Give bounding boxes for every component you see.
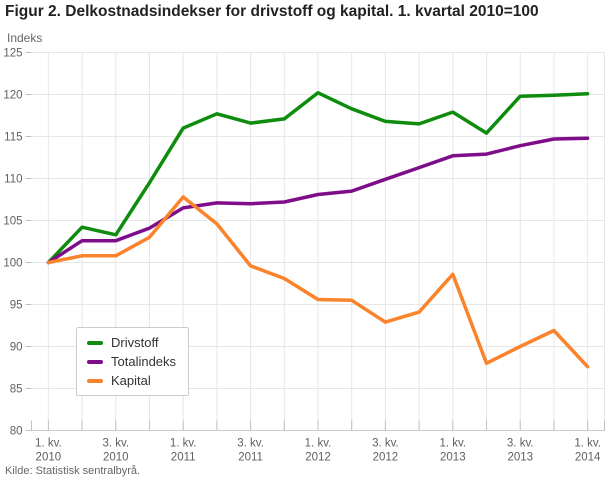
y-axis-title: Indeks	[7, 31, 43, 45]
x-tick-label-year: 2010	[103, 452, 129, 464]
x-tick-label-year: 2013	[440, 452, 466, 464]
legend-label: Drivstoff	[111, 335, 159, 350]
x-tick-label-year: 2011	[171, 452, 196, 464]
x-tick-label-year: 2011	[238, 452, 263, 464]
legend-item-drivstoff[interactable]: Drivstoff	[87, 335, 176, 350]
legend-item-totalindeks[interactable]: Totalindeks	[87, 354, 176, 369]
x-tick-label-quarter: 1. kv.	[574, 438, 601, 450]
x-tick-label-year: 2010	[36, 452, 62, 464]
x-tick-label-year: 2014	[575, 452, 601, 464]
y-tick-label: 115	[4, 132, 22, 144]
legend-label: Totalindeks	[111, 354, 177, 369]
legend: Drivstoff Totalindeks Kapital	[76, 327, 190, 396]
legend-item-kapital[interactable]: Kapital	[87, 373, 176, 388]
y-tick-label: 110	[4, 174, 22, 186]
chart-title: Figur 2. Delkostnadsindekser for drivsto…	[5, 3, 539, 20]
y-tick-label: 105	[3, 216, 22, 228]
y-tick-label: 100	[3, 258, 22, 270]
x-tick-label-quarter: 3. kv.	[102, 438, 129, 450]
x-tick-label-year: 2013	[507, 452, 533, 464]
series-line-kapital	[46, 195, 590, 369]
x-tick-label-quarter: 1. kv.	[440, 438, 467, 450]
x-tick-label-quarter: 3. kv.	[237, 438, 264, 450]
series-line-totalindeks	[46, 136, 590, 265]
legend-swatch-icon	[87, 359, 103, 364]
x-tick-label-quarter: 1. kv.	[170, 438, 197, 450]
y-tick-label: 95	[10, 300, 23, 312]
x-tick-label-quarter: 1. kv.	[35, 438, 62, 450]
y-tick-label: 120	[3, 90, 22, 102]
x-tick-label-year: 2012	[305, 452, 331, 464]
y-tick-label: 90	[10, 342, 23, 354]
x-tick-label-year: 2012	[373, 452, 399, 464]
legend-swatch-icon	[87, 340, 103, 345]
y-tick-label: 80	[10, 426, 23, 438]
y-tick-label: 125	[3, 48, 22, 60]
legend-label: Kapital	[111, 373, 151, 388]
source-note: Kilde: Statistisk sentralbyrå.	[5, 465, 141, 477]
x-tick-label-quarter: 1. kv.	[305, 438, 332, 450]
series-line-drivstoff	[46, 91, 590, 265]
x-tick-label-quarter: 3. kv.	[372, 438, 399, 450]
x-tick-label-quarter: 3. kv.	[507, 438, 534, 450]
legend-swatch-icon	[87, 378, 103, 383]
y-tick-label: 85	[10, 384, 23, 396]
